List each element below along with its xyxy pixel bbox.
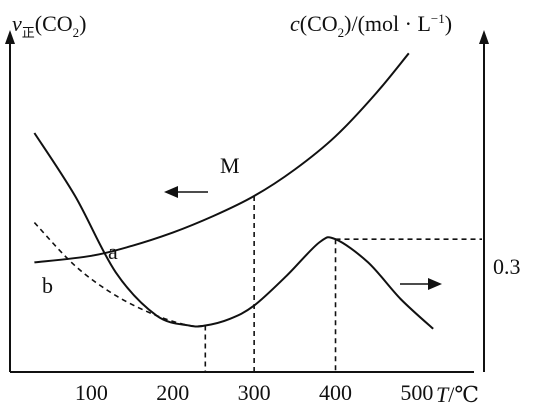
x-tick-label-200: 200: [156, 380, 189, 405]
x-tick-labels: 100 200 300 400 500: [75, 380, 433, 405]
series-upper-curve: [34, 52, 410, 264]
right-axis-label: c(CO2)/(mol · L−1): [290, 11, 452, 40]
x-axis-label: T/℃: [436, 382, 479, 407]
right-arrow-indicator: [400, 278, 442, 290]
series-a-curve: [33, 132, 434, 330]
x-tick-label-400: 400: [319, 380, 352, 405]
x-tick-label-500: 500: [400, 380, 433, 405]
curve-label-a: a: [108, 239, 118, 264]
curve-label-b: b: [42, 273, 53, 298]
left-axis-label: v正(CO2): [12, 11, 87, 40]
x-tick-label-100: 100: [75, 380, 108, 405]
right-tick-label: 0.3: [493, 254, 521, 279]
x-tick-label-300: 300: [238, 380, 271, 405]
left-axis-arrow: [5, 30, 15, 44]
series-b-curve: [33, 222, 206, 328]
left-arrow-indicator: [164, 186, 208, 198]
point-label-M: M: [220, 153, 240, 178]
right-axis-arrow: [479, 30, 489, 44]
